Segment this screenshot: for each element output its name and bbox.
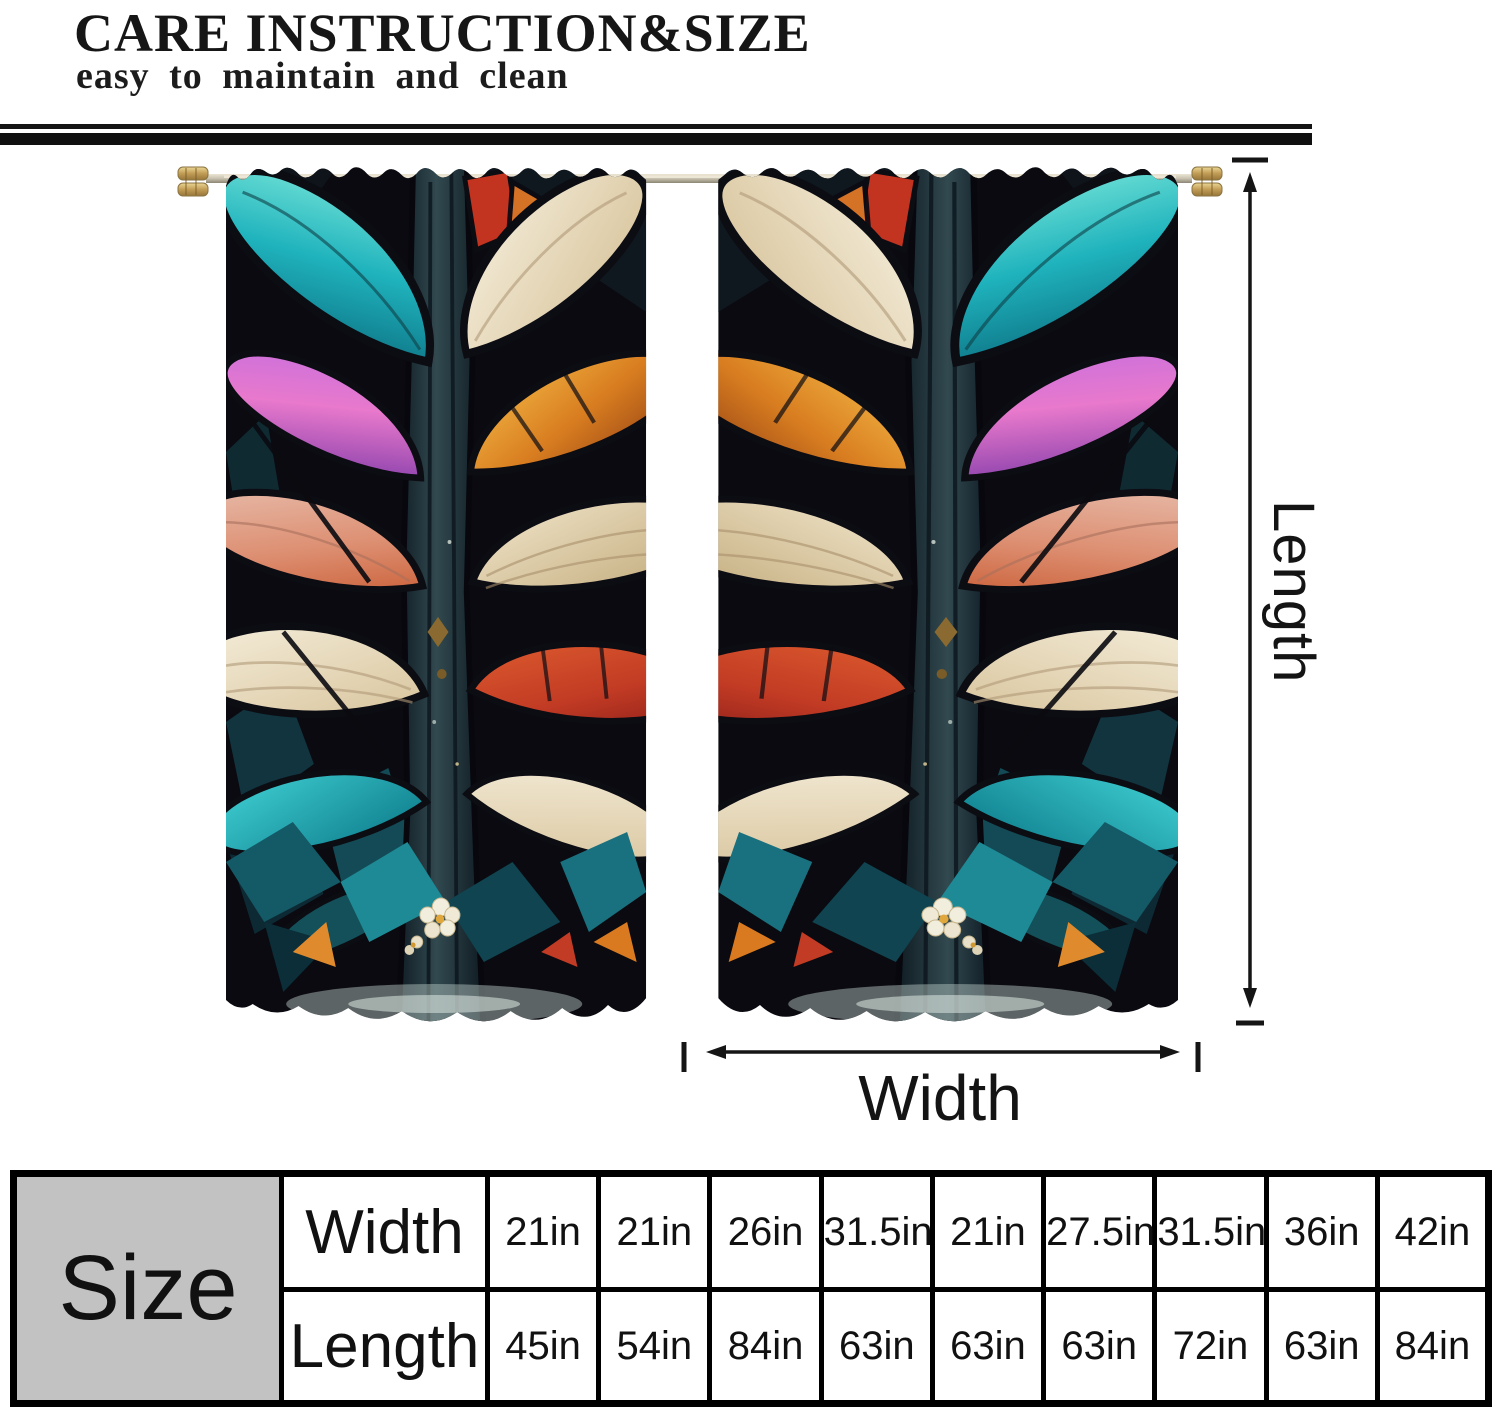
size-table-value-cell: 26in [707, 1171, 824, 1292]
size-table-value-cell: 63in [929, 1287, 1047, 1406]
size-table-value-cell: 63in [1263, 1287, 1380, 1406]
rod-finial-left-icon [177, 166, 224, 197]
size-table-value-cell: 54in [596, 1287, 713, 1406]
size-table-value-cell: 84in [707, 1287, 824, 1406]
length-dimension-label: Length [1261, 500, 1326, 684]
size-table-value-cell: 72in [1152, 1287, 1269, 1406]
curtain-panel-right [642, 150, 1216, 1042]
width-dimension-arrow [681, 1042, 1201, 1072]
size-table: Size Width 21in 21in 26in 31.5in 21in 27… [10, 1170, 1492, 1407]
size-table-value-cell: 21in [929, 1171, 1047, 1292]
size-table-value-cell: 31.5in [1152, 1171, 1269, 1292]
size-table-value-cell: 31.5in [818, 1171, 935, 1292]
size-table-value-cell: 36in [1263, 1171, 1380, 1292]
curtain-panel-left [191, 150, 716, 1042]
size-table-row-label: Length [279, 1287, 490, 1406]
size-table-value-cell: 21in [596, 1171, 713, 1292]
divider-thick-line [0, 133, 1312, 145]
size-table-value-cell: 63in [818, 1287, 935, 1406]
size-table-value-cell: 63in [1041, 1287, 1158, 1406]
size-table-row-label: Width [279, 1171, 490, 1292]
size-table-corner: Size [11, 1171, 284, 1406]
curtain-product-illustration [177, 150, 1268, 1072]
size-table-width-row: Size Width 21in 21in 26in 31.5in 21in 27… [11, 1171, 1492, 1406]
size-table-value-cell: 45in [484, 1287, 602, 1406]
size-table-value-cell: 84in [1374, 1287, 1492, 1406]
size-table-value-cell: 42in [1374, 1171, 1492, 1292]
page-title: CARE INSTRUCTION&SIZE [74, 3, 811, 63]
page-subtitle: easy to maintain and clean [76, 55, 569, 97]
curtain-rod [206, 174, 1182, 183]
width-dimension-label: Width [858, 1062, 1022, 1134]
length-dimension-arrow [1232, 157, 1268, 1026]
size-table-value-cell: 27.5in [1041, 1171, 1158, 1292]
size-table-value-cell: 21in [484, 1171, 602, 1292]
size-table-length-row: Length 45in 54in 84in 63in 63in 63in 72i… [14, 1287, 1492, 1406]
rod-finial-right-icon [1176, 166, 1223, 197]
divider-thin-line [0, 124, 1312, 129]
